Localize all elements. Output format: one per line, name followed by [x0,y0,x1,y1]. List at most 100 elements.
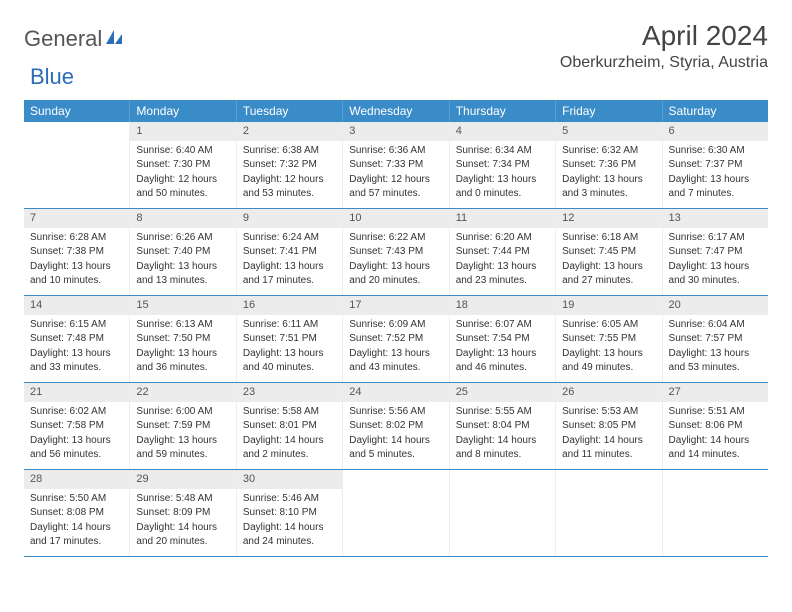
day-number: 24 [343,383,448,402]
day-body: Sunrise: 5:53 AMSunset: 8:05 PMDaylight:… [556,402,661,469]
day-cell: 1Sunrise: 6:40 AMSunset: 7:30 PMDaylight… [130,122,236,208]
day-cell: 27Sunrise: 5:51 AMSunset: 8:06 PMDayligh… [663,383,768,469]
day-cell: 4Sunrise: 6:34 AMSunset: 7:34 PMDaylight… [450,122,556,208]
day-cell: 15Sunrise: 6:13 AMSunset: 7:50 PMDayligh… [130,296,236,382]
day-number: 5 [556,122,661,141]
daylight-text: and 27 minutes. [562,274,655,288]
day-body: Sunrise: 6:17 AMSunset: 7:47 PMDaylight:… [663,228,768,295]
daylight-text: Daylight: 13 hours [30,260,123,274]
title-block: April 2024 Oberkurzheim, Styria, Austria [560,20,768,72]
sunset-text: Sunset: 7:36 PM [562,158,655,172]
day-cell [343,470,449,556]
sunset-text: Sunset: 7:57 PM [669,332,762,346]
day-cell: 14Sunrise: 6:15 AMSunset: 7:48 PMDayligh… [24,296,130,382]
daylight-text: and 20 minutes. [136,535,229,549]
daylight-text: Daylight: 13 hours [669,173,762,187]
day-cell: 28Sunrise: 5:50 AMSunset: 8:08 PMDayligh… [24,470,130,556]
day-number [343,470,448,474]
sunrise-text: Sunrise: 6:30 AM [669,144,762,158]
daylight-text: and 49 minutes. [562,361,655,375]
calendar: SundayMondayTuesdayWednesdayThursdayFrid… [24,100,768,557]
sunrise-text: Sunrise: 6:00 AM [136,405,229,419]
sunset-text: Sunset: 7:37 PM [669,158,762,172]
day-body: Sunrise: 6:15 AMSunset: 7:48 PMDaylight:… [24,315,129,382]
sunrise-text: Sunrise: 5:53 AM [562,405,655,419]
day-cell: 8Sunrise: 6:26 AMSunset: 7:40 PMDaylight… [130,209,236,295]
day-body: Sunrise: 5:48 AMSunset: 8:09 PMDaylight:… [130,489,235,556]
sunset-text: Sunset: 7:54 PM [456,332,549,346]
day-body: Sunrise: 5:58 AMSunset: 8:01 PMDaylight:… [237,402,342,469]
daylight-text: and 24 minutes. [243,535,336,549]
week-row: 7Sunrise: 6:28 AMSunset: 7:38 PMDaylight… [24,209,768,296]
day-cell [556,470,662,556]
daylight-text: and 53 minutes. [243,187,336,201]
sunset-text: Sunset: 8:05 PM [562,419,655,433]
daylight-text: and 3 minutes. [562,187,655,201]
daylight-text: Daylight: 13 hours [243,260,336,274]
sunset-text: Sunset: 7:55 PM [562,332,655,346]
day-cell: 6Sunrise: 6:30 AMSunset: 7:37 PMDaylight… [663,122,768,208]
day-body: Sunrise: 6:24 AMSunset: 7:41 PMDaylight:… [237,228,342,295]
day-cell: 13Sunrise: 6:17 AMSunset: 7:47 PMDayligh… [663,209,768,295]
day-number: 11 [450,209,555,228]
weekday-header: Friday [556,100,662,122]
daylight-text: Daylight: 13 hours [136,260,229,274]
day-cell [24,122,130,208]
daylight-text: and 30 minutes. [669,274,762,288]
sunrise-text: Sunrise: 6:18 AM [562,231,655,245]
day-body: Sunrise: 6:02 AMSunset: 7:58 PMDaylight:… [24,402,129,469]
sunrise-text: Sunrise: 5:56 AM [349,405,442,419]
day-number: 16 [237,296,342,315]
day-number: 4 [450,122,555,141]
sunrise-text: Sunrise: 6:38 AM [243,144,336,158]
daylight-text: and 17 minutes. [243,274,336,288]
day-body: Sunrise: 5:55 AMSunset: 8:04 PMDaylight:… [450,402,555,469]
sunrise-text: Sunrise: 5:51 AM [669,405,762,419]
day-cell: 19Sunrise: 6:05 AMSunset: 7:55 PMDayligh… [556,296,662,382]
sunrise-text: Sunrise: 6:04 AM [669,318,762,332]
day-body: Sunrise: 6:00 AMSunset: 7:59 PMDaylight:… [130,402,235,469]
day-number: 25 [450,383,555,402]
day-cell [663,470,768,556]
daylight-text: Daylight: 13 hours [562,260,655,274]
day-body: Sunrise: 6:04 AMSunset: 7:57 PMDaylight:… [663,315,768,382]
daylight-text: and 17 minutes. [30,535,123,549]
day-number: 23 [237,383,342,402]
daylight-text: Daylight: 13 hours [349,347,442,361]
location: Oberkurzheim, Styria, Austria [560,54,768,72]
day-number: 13 [663,209,768,228]
daylight-text: Daylight: 13 hours [669,260,762,274]
sunrise-text: Sunrise: 5:55 AM [456,405,549,419]
logo: General [24,20,126,52]
sunrise-text: Sunrise: 6:22 AM [349,231,442,245]
daylight-text: Daylight: 14 hours [136,521,229,535]
day-cell: 7Sunrise: 6:28 AMSunset: 7:38 PMDaylight… [24,209,130,295]
daylight-text: and 10 minutes. [30,274,123,288]
day-cell [450,470,556,556]
sunset-text: Sunset: 8:10 PM [243,506,336,520]
sunset-text: Sunset: 7:38 PM [30,245,123,259]
daylight-text: Daylight: 13 hours [562,347,655,361]
day-body: Sunrise: 5:46 AMSunset: 8:10 PMDaylight:… [237,489,342,556]
day-number: 8 [130,209,235,228]
daylight-text: and 14 minutes. [669,448,762,462]
sunrise-text: Sunrise: 6:32 AM [562,144,655,158]
daylight-text: and 0 minutes. [456,187,549,201]
sunrise-text: Sunrise: 5:48 AM [136,492,229,506]
daylight-text: Daylight: 14 hours [456,434,549,448]
sunset-text: Sunset: 8:06 PM [669,419,762,433]
sunrise-text: Sunrise: 6:24 AM [243,231,336,245]
daylight-text: and 57 minutes. [349,187,442,201]
day-number [24,122,129,126]
daylight-text: Daylight: 13 hours [136,434,229,448]
sunset-text: Sunset: 7:33 PM [349,158,442,172]
day-cell: 12Sunrise: 6:18 AMSunset: 7:45 PMDayligh… [556,209,662,295]
daylight-text: and 7 minutes. [669,187,762,201]
sunset-text: Sunset: 7:34 PM [456,158,549,172]
daylight-text: Daylight: 13 hours [456,347,549,361]
daylight-text: and 43 minutes. [349,361,442,375]
day-body: Sunrise: 6:07 AMSunset: 7:54 PMDaylight:… [450,315,555,382]
sunset-text: Sunset: 7:47 PM [669,245,762,259]
sunrise-text: Sunrise: 6:17 AM [669,231,762,245]
day-number: 1 [130,122,235,141]
